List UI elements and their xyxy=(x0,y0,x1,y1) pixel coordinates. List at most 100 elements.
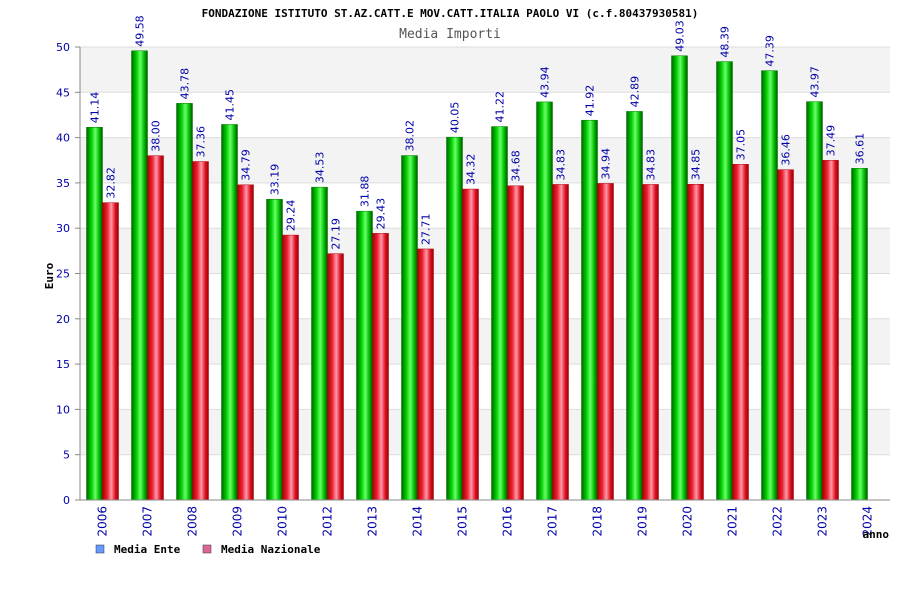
bar-media-ente-2020 xyxy=(671,55,688,501)
data-label: 41.45 xyxy=(224,89,237,121)
bar-media-ente-2024 xyxy=(851,168,868,501)
bar-media-nazionale-2007 xyxy=(147,155,164,501)
plot-band xyxy=(80,454,890,500)
chart-title: FONDAZIONE ISTITUTO ST.AZ.CATT.E MOV.CAT… xyxy=(202,7,699,20)
bar-media-ente-2009 xyxy=(221,124,238,501)
plot-area xyxy=(80,47,890,500)
data-label: 31.88 xyxy=(359,176,372,208)
bar-media-nazionale-2012 xyxy=(327,253,344,501)
data-label: 36.61 xyxy=(854,133,867,165)
y-tick-label: 5 xyxy=(63,449,70,462)
y-tick-label: 15 xyxy=(56,358,70,371)
data-label: 34.32 xyxy=(465,154,478,186)
data-label: 42.89 xyxy=(629,76,642,108)
data-label: 49.03 xyxy=(674,20,687,52)
data-label: 34.53 xyxy=(314,152,327,184)
data-label: 34.94 xyxy=(600,148,613,180)
bar-media-ente-2018 xyxy=(581,119,598,501)
x-tick-label: 2017 xyxy=(546,506,560,537)
data-label: 43.97 xyxy=(809,66,822,98)
x-tick-label: 2012 xyxy=(321,506,335,537)
plot-band xyxy=(80,92,890,138)
x-tick-label: 2019 xyxy=(636,506,650,537)
data-label: 34.85 xyxy=(690,149,703,181)
data-label: 27.71 xyxy=(420,213,433,245)
bar-media-nazionale-2022 xyxy=(777,169,794,501)
data-label: 41.92 xyxy=(584,85,597,117)
plot-band xyxy=(80,409,890,455)
data-label: 43.78 xyxy=(179,68,192,100)
bar-media-ente-2014 xyxy=(401,155,418,501)
y-tick-label: 40 xyxy=(56,132,70,145)
bar-media-nazionale-2010 xyxy=(282,234,299,501)
bar-media-ente-2023 xyxy=(806,101,823,501)
bar-media-nazionale-2008 xyxy=(192,161,209,501)
legend-swatch-media-ente xyxy=(95,544,105,554)
data-label: 37.49 xyxy=(825,125,838,157)
bar-media-nazionale-2019 xyxy=(642,184,659,501)
data-label: 29.24 xyxy=(285,200,298,232)
data-label: 32.82 xyxy=(105,167,118,199)
bar-media-nazionale-2009 xyxy=(237,184,254,501)
x-tick-label: 2021 xyxy=(726,506,740,537)
value-labels: 41.14 32.82 49.58 38.00 43.78 37.36 41.45 34.79… xyxy=(89,15,867,249)
bar-media-nazionale-2014 xyxy=(417,248,434,501)
data-label: 34.83 xyxy=(555,149,568,181)
bar-media-nazionale-2013 xyxy=(372,233,389,501)
x-tick-label: 2022 xyxy=(771,506,785,537)
data-label: 38.02 xyxy=(404,120,417,152)
bar-media-ente-2006 xyxy=(86,127,103,501)
x-tick-label: 2009 xyxy=(231,506,245,537)
bar-media-ente-2017 xyxy=(536,101,553,501)
data-label: 37.36 xyxy=(195,126,208,158)
bar-media-ente-2021 xyxy=(716,61,733,501)
data-label: 41.14 xyxy=(89,92,102,124)
bar-media-ente-2008 xyxy=(176,103,193,501)
y-tick-label: 10 xyxy=(56,403,70,416)
plot-band xyxy=(80,182,890,229)
data-label: 33.19 xyxy=(269,164,282,196)
x-tick-label: 2006 xyxy=(96,506,110,537)
grid-lines xyxy=(80,46,890,456)
x-tick-label: 2018 xyxy=(591,506,605,537)
bar-media-ente-2010 xyxy=(266,199,283,501)
legend-label-media-nazionale: Media Nazionale xyxy=(221,543,321,556)
x-axis-ticks: 2006 2007 2008 2009 2010 2012 2013 2014 2015 2016… xyxy=(96,506,875,537)
x-tick-label: 2024 xyxy=(861,506,875,537)
data-label: 38.00 xyxy=(150,120,163,152)
data-label: 34.83 xyxy=(645,149,658,181)
y-tick-label: 50 xyxy=(56,41,70,54)
plot-band xyxy=(80,228,890,274)
data-label: 48.39 xyxy=(719,26,732,58)
x-axis-label: anno xyxy=(863,528,890,541)
data-label: 34.79 xyxy=(240,149,253,181)
bar-media-nazionale-2015 xyxy=(462,188,479,501)
bar-media-ente-2012 xyxy=(311,186,328,501)
x-tick-label: 2007 xyxy=(141,506,155,537)
bar-media-ente-2013 xyxy=(356,210,373,501)
x-tick-label: 2020 xyxy=(681,506,695,537)
plot-band xyxy=(80,47,890,93)
x-tick-label: 2008 xyxy=(186,506,200,537)
y-tick-label: 30 xyxy=(56,222,70,235)
bar-media-nazionale-2017 xyxy=(552,184,569,501)
y-tick-label: 35 xyxy=(56,177,70,190)
data-label: 29.43 xyxy=(375,198,388,230)
plot-band xyxy=(80,137,890,183)
data-label: 41.22 xyxy=(494,91,507,123)
legend-swatch-media-nazionale xyxy=(202,544,212,554)
y-axis-ticks: 0 5 10 15 20 25 30 35 40 45 50 xyxy=(56,41,80,507)
bar-media-ente-2022 xyxy=(761,70,778,501)
data-label: 34.68 xyxy=(510,150,523,182)
legend: Media Ente Media Nazionale xyxy=(95,543,321,556)
data-label: 43.94 xyxy=(539,66,552,98)
bar-media-nazionale-2018 xyxy=(597,183,614,501)
bar-media-nazionale-2023 xyxy=(822,160,839,501)
bar-media-ente-2016 xyxy=(491,126,508,501)
x-tick-label: 2014 xyxy=(411,506,425,537)
x-tick-label: 2010 xyxy=(276,506,290,537)
legend-label-media-ente: Media Ente xyxy=(114,543,181,556)
data-label: 36.46 xyxy=(780,134,793,166)
bar-media-nazionale-2021 xyxy=(732,164,749,501)
